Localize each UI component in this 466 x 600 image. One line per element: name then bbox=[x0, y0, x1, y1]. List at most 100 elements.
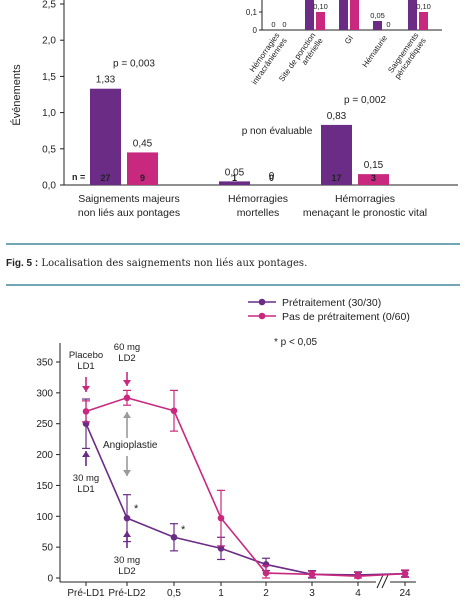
bar-y-axis-label: Événements bbox=[10, 64, 23, 126]
legend-label: Pas de prétraitement (0/60) bbox=[282, 311, 410, 323]
bar-y-tick-label: 0,5 bbox=[42, 144, 56, 155]
line-y-tick-label: 300 bbox=[36, 388, 53, 399]
bar-category-label: mortelles bbox=[237, 207, 280, 219]
inset-data-label: 0,10 bbox=[416, 2, 431, 11]
bar-n-value: 9 bbox=[140, 173, 145, 183]
legend-swatch-point bbox=[258, 312, 266, 320]
significance-star: * bbox=[181, 524, 186, 536]
bar-y-tick-label: 2,5 bbox=[42, 0, 56, 11]
line-y-tick-label: 0 bbox=[47, 574, 53, 585]
inset-data-label: 0 bbox=[271, 20, 275, 29]
bar bbox=[321, 124, 352, 185]
bar-category-label: non liés aux pontages bbox=[78, 207, 180, 219]
line-x-tick-label: Pré-LD2 bbox=[108, 588, 146, 599]
inset-category-label-line: Hématurie bbox=[361, 33, 390, 69]
inset-bar bbox=[316, 12, 325, 30]
data-point bbox=[401, 570, 409, 577]
inset-y-tick-label: 0,1 bbox=[246, 8, 258, 17]
inset-data-label: 0 bbox=[386, 20, 390, 29]
angioplasty-arrow-up-head bbox=[123, 412, 131, 418]
bar-p-value: p = 0,002 bbox=[344, 95, 386, 106]
inset-data-label: 0,10 bbox=[313, 2, 328, 11]
line-y-tick-label: 250 bbox=[36, 419, 53, 430]
dose-30mg-ld1-annotation: 30 mg bbox=[73, 473, 99, 484]
data-point bbox=[354, 572, 362, 580]
legend-label: Prétraitement (30/30) bbox=[282, 297, 381, 309]
angioplasty-label: Angioplastie bbox=[103, 440, 158, 451]
significance-note: * p < 0,05 bbox=[274, 337, 318, 348]
data-point bbox=[217, 514, 225, 522]
axis-break-mark bbox=[376, 574, 384, 589]
inset-bar bbox=[350, 0, 359, 30]
bar-n-value: 0 bbox=[269, 173, 274, 183]
figure-caption-label: Fig. 5 : bbox=[6, 258, 39, 269]
series-line bbox=[85, 423, 406, 576]
inset-bar bbox=[408, 0, 417, 30]
data-point bbox=[123, 394, 131, 402]
dose-30mg-ld2-annotation: 30 mg bbox=[114, 555, 140, 566]
data-point bbox=[123, 514, 131, 522]
bar bbox=[127, 152, 158, 185]
inset-data-label: 0 bbox=[282, 20, 286, 29]
line-x-tick-label: 0,5 bbox=[167, 588, 181, 599]
dose-60mg-annotation: LD2 bbox=[118, 353, 135, 364]
line-x-tick-label: 4 bbox=[355, 588, 361, 599]
line-x-tick-label: 24 bbox=[399, 588, 411, 599]
placebo-annotation: Placebo bbox=[69, 350, 103, 361]
bar-data-label: 0,45 bbox=[133, 138, 153, 149]
data-point bbox=[170, 533, 178, 541]
line-y-tick-label: 150 bbox=[36, 481, 53, 492]
dose-60mg-arrow-head bbox=[123, 380, 131, 386]
angioplasty-arrow-down-head bbox=[123, 470, 131, 476]
bar-y-tick-label: 1,0 bbox=[42, 108, 56, 119]
bar-category-label: Hémorragies bbox=[228, 193, 288, 205]
significance-star: * bbox=[134, 503, 139, 515]
inset-y-tick-label: 0 bbox=[253, 26, 258, 35]
inset-data-label: 0,05 bbox=[370, 11, 385, 20]
bar-category-label: Saignements majeurs bbox=[78, 193, 180, 205]
line-y-tick-label: 200 bbox=[36, 450, 53, 461]
bar bbox=[358, 174, 389, 185]
dose-30mg-ld2-annotation: LD2 bbox=[118, 566, 135, 577]
bar bbox=[219, 181, 250, 185]
series-line bbox=[85, 396, 406, 577]
line-y-tick-label: 50 bbox=[42, 543, 54, 554]
inset-category-label-line: GI bbox=[343, 34, 355, 46]
bar-data-label: 0,83 bbox=[327, 111, 347, 122]
bar-n-value: 27 bbox=[100, 173, 110, 183]
inset-bar bbox=[339, 0, 348, 30]
data-point bbox=[170, 407, 178, 415]
inset-bar bbox=[419, 12, 428, 30]
bar-p-value: p = 0,003 bbox=[113, 59, 155, 70]
data-point bbox=[262, 569, 270, 577]
legend-swatch-point bbox=[258, 298, 266, 306]
dose-60mg-annotation: 60 mg bbox=[114, 342, 140, 353]
bar-n-value: 1 bbox=[232, 173, 237, 183]
inset-bar bbox=[305, 0, 314, 30]
bar-n-value: 3 bbox=[371, 173, 376, 183]
inset-category-label: GI bbox=[343, 34, 355, 46]
bar-category-label: Hémorragies bbox=[335, 193, 395, 205]
line-x-tick-label: 1 bbox=[218, 588, 224, 599]
line-y-tick-label: 350 bbox=[36, 358, 53, 369]
bar bbox=[90, 88, 121, 185]
inset-bar bbox=[373, 21, 382, 30]
bar-n-value: 17 bbox=[331, 173, 341, 183]
bar-category-label: menaçant le pronostic vital bbox=[303, 207, 427, 219]
dose-30mg-ld1-annotation: LD1 bbox=[77, 484, 94, 495]
bar-data-label: 0,05 bbox=[225, 167, 245, 178]
axis-break-mark bbox=[381, 574, 389, 589]
line-x-tick-label: 3 bbox=[309, 588, 315, 599]
bar-data-label: 0 bbox=[269, 171, 275, 182]
bar-y-tick-label: 2,0 bbox=[42, 36, 56, 47]
placebo-arrow-head bbox=[82, 386, 90, 392]
line-x-tick-label: 2 bbox=[263, 588, 269, 599]
bar-y-tick-label: 0,0 bbox=[42, 181, 56, 192]
data-point bbox=[82, 408, 90, 415]
bar-data-label: 1,33 bbox=[96, 75, 116, 86]
inset-category-label: Hématurie bbox=[361, 33, 390, 69]
bar-p-value: p non évaluable bbox=[242, 126, 313, 137]
figure-caption: Fig. 5 : Localisation des saignements no… bbox=[6, 258, 307, 269]
